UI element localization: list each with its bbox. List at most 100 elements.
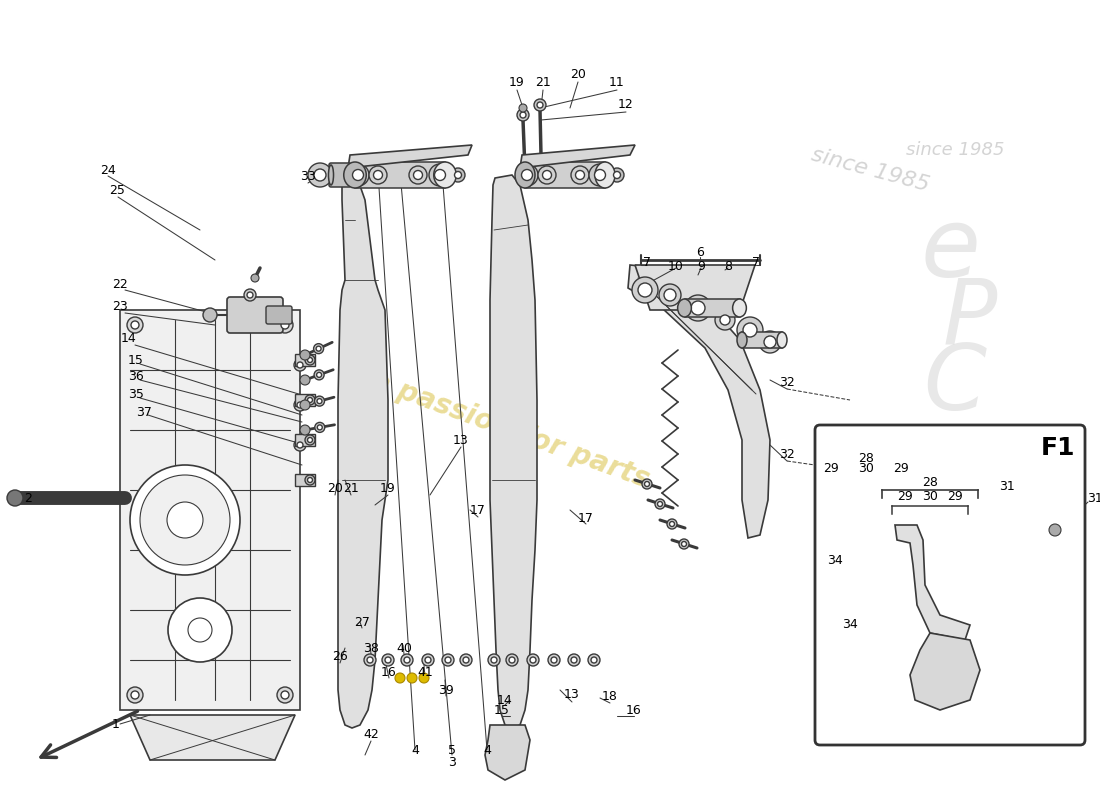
- Text: 41: 41: [417, 666, 433, 678]
- Text: 40: 40: [396, 642, 411, 654]
- Bar: [355, 162, 446, 188]
- Text: 29: 29: [898, 490, 913, 503]
- Text: 30: 30: [922, 490, 938, 503]
- Circle shape: [454, 171, 462, 178]
- Circle shape: [901, 521, 918, 539]
- Circle shape: [509, 657, 515, 663]
- Circle shape: [131, 691, 139, 699]
- Text: 11: 11: [609, 77, 625, 90]
- Circle shape: [317, 372, 321, 378]
- Polygon shape: [348, 145, 472, 168]
- Ellipse shape: [737, 332, 747, 348]
- Circle shape: [188, 618, 212, 642]
- Circle shape: [594, 170, 605, 181]
- Circle shape: [519, 104, 527, 112]
- Circle shape: [542, 170, 551, 179]
- Text: 7: 7: [752, 257, 760, 270]
- Circle shape: [316, 346, 321, 351]
- Circle shape: [720, 315, 730, 325]
- Circle shape: [305, 475, 315, 485]
- Circle shape: [682, 542, 686, 546]
- Circle shape: [422, 654, 435, 666]
- Text: 31: 31: [1087, 491, 1100, 505]
- Circle shape: [517, 109, 529, 121]
- Circle shape: [297, 442, 302, 448]
- Text: 28: 28: [922, 475, 938, 489]
- Text: 14: 14: [497, 694, 513, 706]
- FancyBboxPatch shape: [266, 306, 292, 324]
- Circle shape: [251, 274, 258, 282]
- Circle shape: [575, 170, 584, 179]
- Text: since 1985: since 1985: [808, 145, 932, 195]
- Text: 19: 19: [381, 482, 396, 494]
- Text: 26: 26: [332, 650, 348, 663]
- Circle shape: [425, 657, 431, 663]
- Circle shape: [352, 170, 363, 181]
- Text: 28: 28: [858, 453, 873, 466]
- Circle shape: [300, 350, 310, 360]
- Circle shape: [548, 654, 560, 666]
- Circle shape: [537, 102, 543, 108]
- Bar: [525, 162, 605, 188]
- Text: e: e: [920, 203, 980, 297]
- Circle shape: [742, 323, 757, 337]
- Text: 25: 25: [109, 185, 125, 198]
- Text: 37: 37: [136, 406, 152, 418]
- Text: 16: 16: [381, 666, 397, 678]
- Text: 36: 36: [128, 370, 144, 382]
- Circle shape: [367, 657, 373, 663]
- Circle shape: [364, 654, 376, 666]
- Circle shape: [759, 331, 781, 353]
- Circle shape: [888, 525, 899, 535]
- Text: 9: 9: [697, 259, 705, 273]
- Circle shape: [419, 673, 429, 683]
- Text: 4: 4: [483, 743, 491, 757]
- Text: 34: 34: [827, 554, 843, 567]
- Circle shape: [463, 657, 469, 663]
- Circle shape: [204, 308, 217, 322]
- Ellipse shape: [777, 332, 786, 348]
- Text: 38: 38: [363, 642, 378, 654]
- Circle shape: [308, 438, 312, 442]
- Circle shape: [167, 502, 204, 538]
- Text: 4: 4: [411, 743, 419, 757]
- Circle shape: [1037, 524, 1049, 536]
- Circle shape: [658, 502, 662, 506]
- Circle shape: [126, 687, 143, 703]
- Circle shape: [642, 479, 652, 489]
- Text: 15: 15: [494, 703, 510, 717]
- Circle shape: [679, 539, 689, 549]
- FancyBboxPatch shape: [227, 297, 283, 333]
- Circle shape: [429, 164, 451, 186]
- Circle shape: [402, 654, 412, 666]
- Circle shape: [368, 166, 387, 184]
- Text: 19: 19: [509, 77, 525, 90]
- Circle shape: [314, 169, 326, 181]
- Ellipse shape: [329, 165, 333, 185]
- Circle shape: [314, 344, 323, 354]
- Circle shape: [442, 654, 454, 666]
- Text: 18: 18: [602, 690, 618, 703]
- Circle shape: [551, 657, 557, 663]
- Circle shape: [667, 519, 676, 529]
- Circle shape: [764, 336, 776, 348]
- Circle shape: [527, 654, 539, 666]
- Text: 23: 23: [112, 301, 128, 314]
- Circle shape: [571, 166, 588, 184]
- Text: 21: 21: [343, 482, 359, 494]
- Circle shape: [297, 402, 302, 408]
- Circle shape: [670, 522, 674, 526]
- Text: 14: 14: [121, 333, 136, 346]
- Polygon shape: [628, 265, 770, 538]
- Ellipse shape: [343, 162, 366, 188]
- Polygon shape: [130, 715, 295, 760]
- Circle shape: [588, 164, 610, 186]
- FancyBboxPatch shape: [329, 163, 351, 187]
- Text: 1: 1: [112, 718, 120, 730]
- Polygon shape: [520, 145, 635, 168]
- Polygon shape: [895, 525, 970, 640]
- Circle shape: [521, 170, 532, 181]
- Polygon shape: [490, 175, 537, 728]
- Circle shape: [244, 289, 256, 301]
- Circle shape: [168, 598, 232, 662]
